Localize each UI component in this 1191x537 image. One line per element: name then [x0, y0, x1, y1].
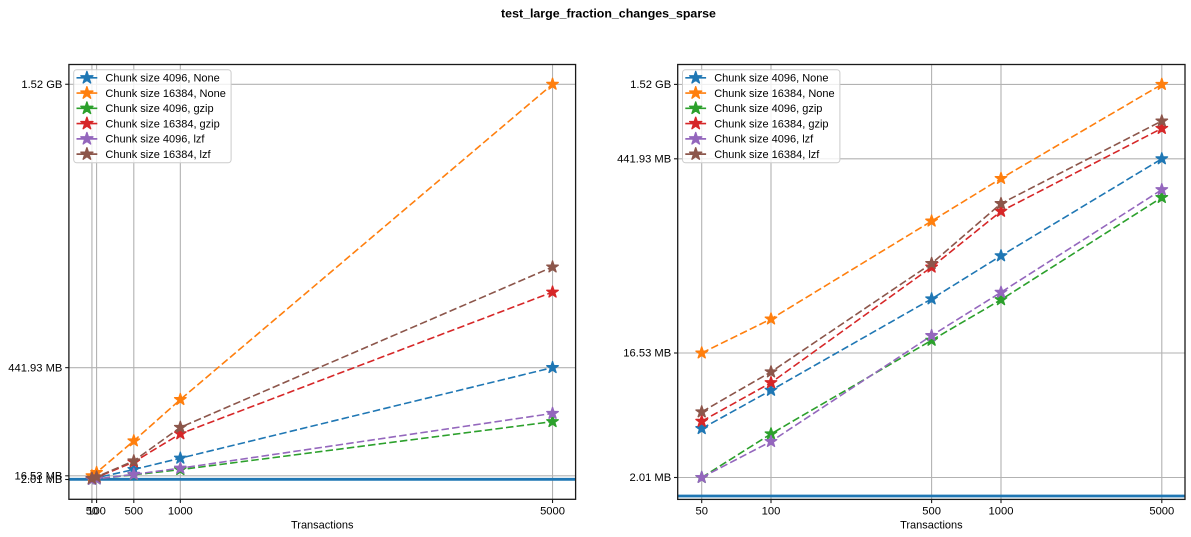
- svg-text:5000: 5000: [1149, 506, 1174, 518]
- svg-text:500: 500: [124, 506, 143, 518]
- svg-text:2.01 MB: 2.01 MB: [21, 474, 63, 486]
- svg-text:441.93 MB: 441.93 MB: [617, 154, 671, 166]
- svg-text:Transactions: Transactions: [291, 520, 354, 532]
- svg-text:Chunk size 4096, None: Chunk size 4096, None: [105, 73, 219, 85]
- svg-text:5000: 5000: [540, 506, 565, 518]
- svg-text:100: 100: [87, 506, 106, 518]
- svg-text:Chunk size 4096, lzf: Chunk size 4096, lzf: [714, 134, 814, 146]
- svg-text:16.53 MB: 16.53 MB: [623, 348, 671, 360]
- svg-text:Transactions: Transactions: [900, 520, 963, 532]
- svg-text:Chunk size 16384, lzf: Chunk size 16384, lzf: [714, 149, 820, 161]
- svg-text:1000: 1000: [989, 506, 1014, 518]
- svg-text:441.93 MB: 441.93 MB: [8, 362, 62, 374]
- svg-text:Chunk size 4096, None: Chunk size 4096, None: [714, 73, 828, 85]
- svg-text:2.01 MB: 2.01 MB: [630, 472, 672, 484]
- svg-text:1.52 GB: 1.52 GB: [630, 79, 671, 91]
- svg-text:Chunk size 16384, gzip: Chunk size 16384, gzip: [105, 118, 219, 130]
- svg-text:Chunk size 4096, gzip: Chunk size 4096, gzip: [105, 103, 213, 115]
- svg-text:Chunk size 16384, lzf: Chunk size 16384, lzf: [105, 149, 211, 161]
- svg-text:test_large_fraction_changes_sp: test_large_fraction_changes_sparse: [501, 6, 716, 20]
- svg-text:Chunk size 4096, lzf: Chunk size 4096, lzf: [105, 134, 205, 146]
- svg-text:1.52 GB: 1.52 GB: [21, 79, 62, 91]
- svg-text:50: 50: [86, 506, 98, 518]
- svg-text:16.53 MB: 16.53 MB: [15, 471, 63, 483]
- svg-text:500: 500: [922, 506, 941, 518]
- svg-text:Chunk size 16384, None: Chunk size 16384, None: [105, 88, 225, 100]
- svg-text:100: 100: [762, 506, 781, 518]
- svg-text:Chunk size 16384, None: Chunk size 16384, None: [714, 88, 834, 100]
- svg-text:50: 50: [695, 506, 707, 518]
- svg-text:Chunk size 16384, gzip: Chunk size 16384, gzip: [714, 118, 828, 130]
- svg-text:Chunk size 4096, gzip: Chunk size 4096, gzip: [714, 103, 822, 115]
- svg-text:1000: 1000: [168, 506, 193, 518]
